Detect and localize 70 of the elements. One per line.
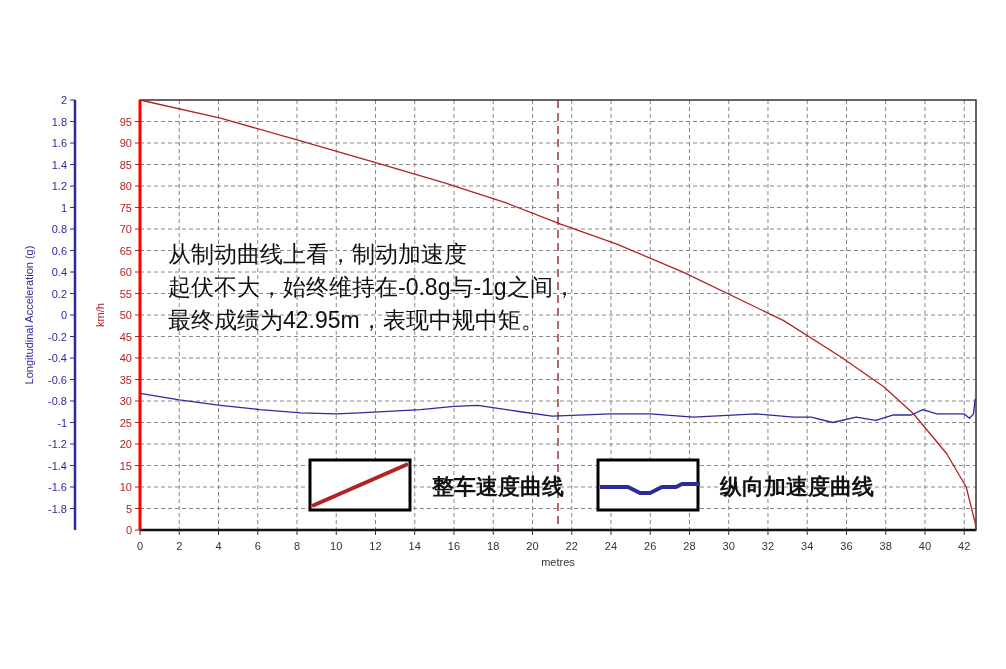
- x-tick-label: 8: [293, 540, 301, 552]
- y-tick-label: 35: [119, 373, 132, 386]
- y-tick-label: 20: [119, 438, 132, 450]
- x-tick-label: 0: [136, 540, 144, 552]
- y2-tick-label: 0.2: [51, 287, 67, 300]
- y2-tick-label: -0.8: [48, 395, 67, 407]
- y2-tick-label: -0.6: [48, 373, 67, 386]
- x-tick-label: 36: [840, 540, 853, 552]
- y-tick-label: 0: [125, 524, 132, 536]
- y2-tick-label: -1.4: [48, 459, 67, 472]
- y2-tick-label: 0.4: [51, 266, 67, 278]
- y2-tick-label: 0.8: [51, 223, 67, 235]
- x-tick-label: 40: [918, 540, 932, 552]
- x-tick-label: 10: [330, 540, 343, 552]
- y2-tick-label: -1.8: [48, 502, 67, 515]
- y-tick-label: 15: [119, 459, 132, 472]
- x-tick-label: 32: [761, 540, 775, 552]
- x-tick-label: 22: [565, 540, 578, 552]
- y-tick-label: 5: [125, 502, 132, 515]
- y2-tick-label: 1.8: [51, 115, 67, 128]
- y-tick-label: 95: [119, 115, 132, 128]
- y2-axis-title: Longitudinal Acceleration (g): [23, 245, 35, 385]
- y-tick-label: 85: [119, 158, 132, 171]
- y-tick-label: 70: [119, 223, 132, 235]
- y-tick-label: 25: [119, 416, 132, 429]
- legend-label: 整车速度曲线: [431, 474, 564, 499]
- x-tick-label: 14: [408, 540, 421, 552]
- y2-tick-label: -1.6: [48, 481, 67, 493]
- x-tick-label: 20: [526, 540, 539, 552]
- x-tick-label: 12: [369, 540, 382, 552]
- annotation: 起伏不大，始终维持在-0.8g与-1g之间，: [168, 274, 576, 300]
- y-tick-label: 80: [119, 180, 132, 192]
- annotation: 最终成绩为42.95m，表现中规中矩。: [168, 307, 544, 333]
- x-tick-label: 4: [215, 540, 222, 552]
- annotation: 从制动曲线上看，制动加速度: [168, 241, 467, 267]
- y2-tick-label: -0.4: [48, 352, 67, 364]
- y-tick-label: 10: [119, 481, 132, 493]
- y2-tick-label: -0.2: [48, 330, 67, 343]
- x-tick-label: 6: [254, 540, 261, 552]
- y-tick-label: 50: [119, 309, 132, 321]
- y2-tick-label: 1: [60, 201, 67, 214]
- y-axis-title: km/h: [94, 303, 106, 327]
- y-tick-label: 75: [119, 201, 132, 214]
- x-tick-label: 18: [487, 540, 500, 552]
- x-axis-title: metres: [541, 556, 576, 568]
- x-tick-label: 2: [176, 540, 183, 552]
- y2-tick-label: 0.6: [51, 244, 67, 257]
- y2-tick-label: 2: [60, 94, 67, 106]
- x-tick-label: 42: [958, 540, 971, 552]
- x-tick-label: 38: [879, 540, 892, 552]
- x-tick-label: 16: [447, 540, 461, 552]
- y2-tick-label: -1.2: [48, 438, 67, 450]
- y-tick-label: 45: [119, 330, 132, 343]
- y2-tick-label: -1: [57, 416, 67, 429]
- y-tick-label: 55: [119, 287, 132, 300]
- y-tick-label: 40: [119, 352, 132, 364]
- y2-tick-label: 1.4: [51, 158, 67, 171]
- x-tick-label: 24: [604, 540, 618, 552]
- y2-tick-label: 1.6: [51, 137, 67, 149]
- y2-tick-label: 0: [60, 309, 67, 321]
- x-tick-label: 30: [722, 540, 735, 552]
- x-tick-label: 26: [644, 540, 657, 552]
- y-tick-label: 65: [119, 244, 132, 257]
- y-tick-label: 90: [119, 137, 132, 149]
- y-tick-label: 60: [119, 266, 132, 278]
- x-tick-label: 34: [801, 540, 814, 552]
- legend-label: 纵向加速度曲线: [719, 474, 874, 499]
- x-tick-label: 28: [683, 540, 696, 552]
- y-tick-label: 30: [119, 395, 132, 407]
- y2-tick-label: 1.2: [51, 180, 67, 192]
